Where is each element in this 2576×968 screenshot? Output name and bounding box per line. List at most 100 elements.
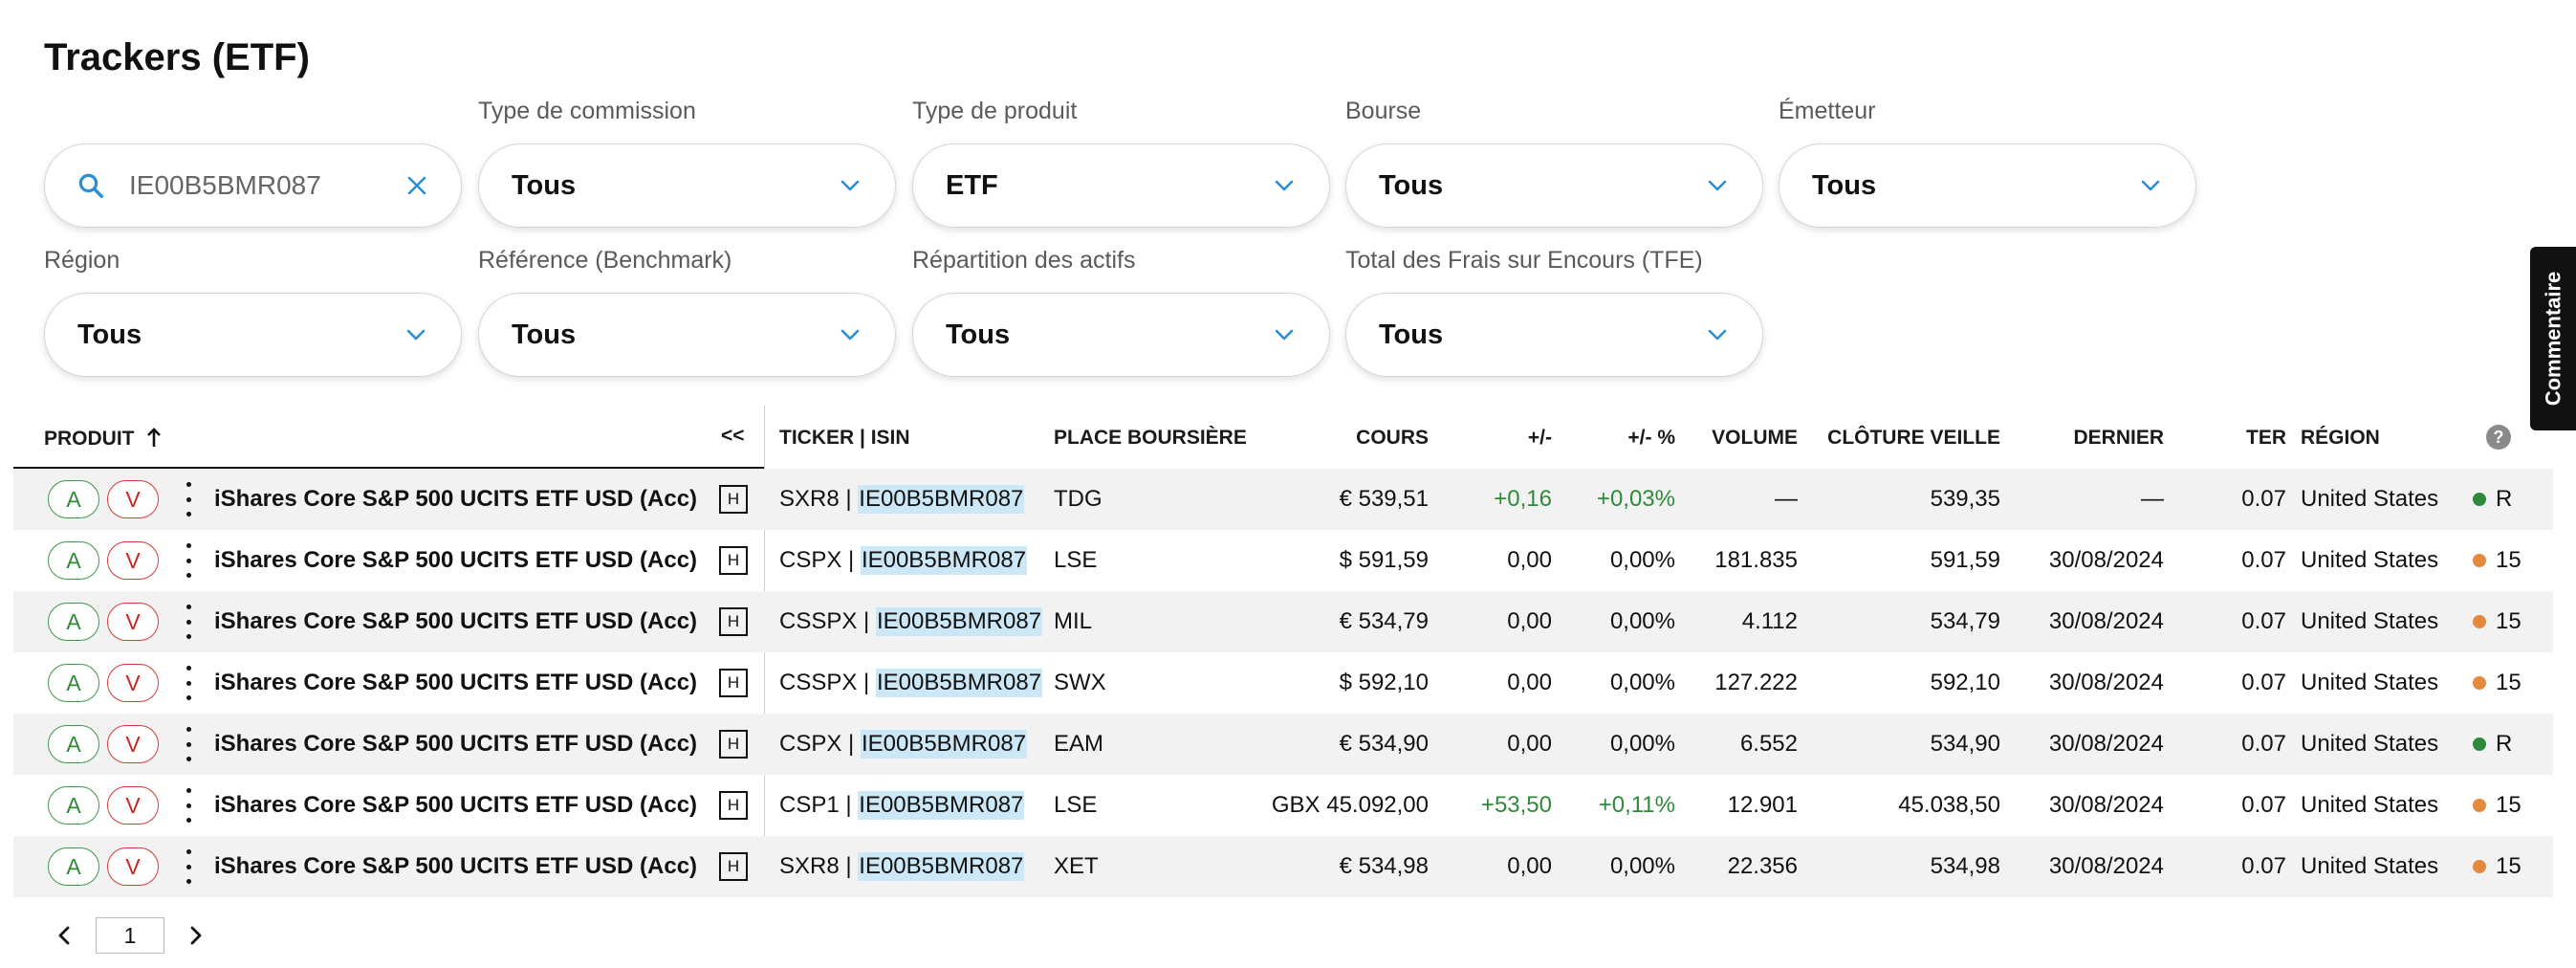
status-dot-icon <box>2473 799 2486 812</box>
filter-value: Tous <box>1379 169 1444 201</box>
kebab-dot <box>186 727 191 732</box>
filter-region-select[interactable]: Tous <box>44 293 462 377</box>
h-badge: H <box>719 791 748 820</box>
feedback-tab[interactable]: Commentaire <box>2530 247 2576 430</box>
prev-close: 534,98 <box>1930 853 2000 879</box>
sell-button[interactable]: V <box>107 847 159 886</box>
status-label: R <box>2496 486 2513 512</box>
prev-page-button[interactable] <box>54 925 75 946</box>
status-dot-icon <box>2473 493 2486 506</box>
h-badge: H <box>719 485 748 514</box>
isin: IE00B5BMR087 <box>860 546 1028 575</box>
change-pct: +0,03% <box>1596 486 1675 512</box>
filter-label: Total des Frais sur Encours (TFE) <box>1345 247 1703 274</box>
more-options-icon[interactable] <box>182 543 195 578</box>
prev-close: 592,10 <box>1930 670 2000 695</box>
more-options-icon[interactable] <box>182 605 195 639</box>
exchange: LSE <box>1054 792 1098 818</box>
filter-issuer-select[interactable]: Tous <box>1779 143 2196 228</box>
ticker-separator: | <box>857 670 876 695</box>
buy-button[interactable]: A <box>48 725 99 763</box>
more-options-icon[interactable] <box>182 482 195 517</box>
column-header-change[interactable]: +/- <box>1527 427 1552 449</box>
volume: 22.356 <box>1727 853 1798 879</box>
status-dot-icon <box>2473 737 2486 751</box>
column-header-prev-close[interactable]: CLÔTURE VEILLE <box>1827 427 2000 449</box>
last-date: 30/08/2024 <box>2048 608 2164 634</box>
column-header-region[interactable]: RÉGION <box>2301 427 2380 449</box>
more-options-icon[interactable] <box>182 849 195 884</box>
product-name[interactable]: iShares Core S&P 500 UCITS ETF USD (Acc) <box>214 792 698 818</box>
kebab-dot <box>186 741 191 747</box>
column-header-ter[interactable]: TER <box>2246 427 2286 449</box>
sell-button[interactable]: V <box>107 664 159 702</box>
search-field[interactable] <box>44 143 462 228</box>
column-header-price[interactable]: COURS <box>1356 427 1429 449</box>
column-header-exchange[interactable]: PLACE BOURSIÈRE <box>1054 427 1247 449</box>
buy-button[interactable]: A <box>48 786 99 825</box>
column-header-change-pct[interactable]: +/- % <box>1627 427 1675 449</box>
h-badge: H <box>719 669 748 697</box>
buy-button[interactable]: A <box>48 664 99 702</box>
buy-button[interactable]: A <box>48 541 99 580</box>
ticker: CSSPX <box>779 670 858 695</box>
region: United States <box>2301 853 2439 879</box>
ticker-isin: CSPX | IE00B5BMR087 <box>779 530 1028 591</box>
clear-icon[interactable] <box>402 170 432 201</box>
next-page-button[interactable] <box>186 925 207 946</box>
change: 0,00 <box>1507 853 1552 879</box>
ticker-isin: CSP1 | IE00B5BMR087 <box>779 775 1025 836</box>
isin: IE00B5BMR087 <box>858 852 1025 881</box>
region: United States <box>2301 670 2439 695</box>
sell-button[interactable]: V <box>107 541 159 580</box>
filter-label: Référence (Benchmark) <box>478 247 732 274</box>
kebab-dot <box>186 788 191 793</box>
sell-button[interactable]: V <box>107 725 159 763</box>
page-number-input[interactable] <box>96 917 164 954</box>
filter-label: Émetteur <box>1779 98 1876 124</box>
status-dot-icon <box>2473 676 2486 690</box>
more-options-icon[interactable] <box>182 788 195 823</box>
filter-commission-type-select[interactable]: Tous <box>478 143 896 228</box>
product-name[interactable]: iShares Core S&P 500 UCITS ETF USD (Acc) <box>214 547 698 573</box>
column-header-last[interactable]: DERNIER <box>2073 427 2164 449</box>
status-dot-icon <box>2473 615 2486 628</box>
kebab-dot <box>186 573 191 578</box>
collapse-columns-button[interactable]: << <box>721 425 745 447</box>
filter-asset-allocation-select[interactable]: Tous <box>912 293 1330 377</box>
svg-text:?: ? <box>2494 428 2504 447</box>
product-name[interactable]: iShares Core S&P 500 UCITS ETF USD (Acc) <box>214 486 698 512</box>
buy-button[interactable]: A <box>48 847 99 886</box>
sell-button[interactable]: V <box>107 603 159 641</box>
exchange: LSE <box>1054 547 1098 573</box>
product-name[interactable]: iShares Core S&P 500 UCITS ETF USD (Acc) <box>214 731 698 757</box>
sell-button[interactable]: V <box>107 786 159 825</box>
filter-tfe-select[interactable]: Tous <box>1345 293 1763 377</box>
table-header: PRODUIT << TICKER | ISIN PLACE BOURSIÈRE… <box>13 406 2553 470</box>
filter-benchmark-select[interactable]: Tous <box>478 293 896 377</box>
product-name[interactable]: iShares Core S&P 500 UCITS ETF USD (Acc) <box>214 853 698 879</box>
etf-table: PRODUIT << TICKER | ISIN PLACE BOURSIÈRE… <box>13 406 2553 897</box>
more-options-icon[interactable] <box>182 666 195 700</box>
more-options-icon[interactable] <box>182 727 195 761</box>
filter-exchange-select[interactable]: Tous <box>1345 143 1763 228</box>
search-input[interactable] <box>129 170 402 201</box>
column-header-ticker[interactable]: TICKER | ISIN <box>779 427 910 449</box>
column-header-volume[interactable]: VOLUME <box>1712 427 1798 449</box>
price: € 534,98 <box>1339 853 1429 879</box>
change: 0,00 <box>1507 547 1552 573</box>
buy-button[interactable]: A <box>48 603 99 641</box>
sell-button[interactable]: V <box>107 480 159 518</box>
last-date: 30/08/2024 <box>2048 731 2164 757</box>
kebab-dot <box>186 619 191 625</box>
buy-button[interactable]: A <box>48 480 99 518</box>
filter-label: Répartition des actifs <box>912 247 1136 274</box>
column-header-product[interactable]: PRODUIT <box>44 427 163 451</box>
product-name[interactable]: iShares Core S&P 500 UCITS ETF USD (Acc) <box>214 670 698 695</box>
product-name[interactable]: iShares Core S&P 500 UCITS ETF USD (Acc) <box>214 608 698 634</box>
price: € 534,79 <box>1339 608 1429 634</box>
help-icon[interactable]: ? <box>2484 423 2513 451</box>
filter-product-type-select[interactable]: ETF <box>912 143 1330 228</box>
